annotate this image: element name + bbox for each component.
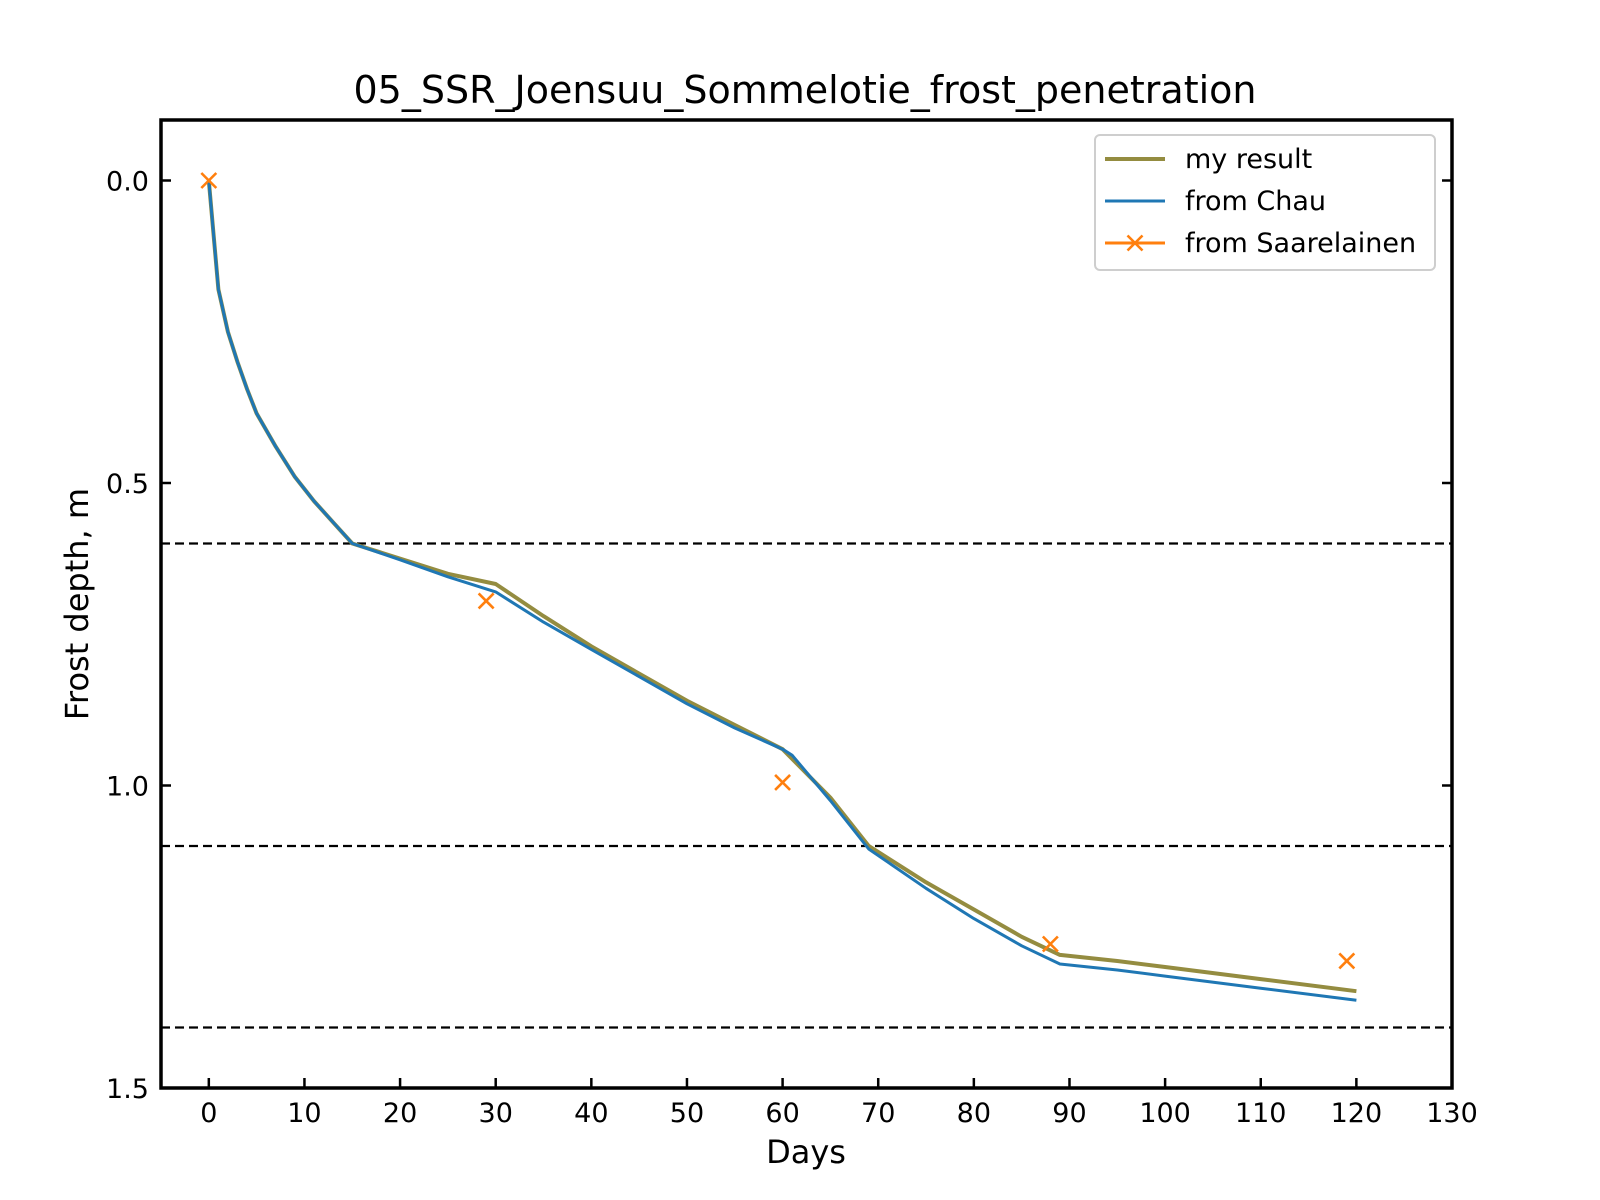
data-point-marker (200, 172, 218, 189)
legend-label-3: from Saarelainen (1185, 228, 1416, 259)
x-tick-label: 10 (287, 1098, 321, 1129)
x-tick-label: 20 (383, 1098, 417, 1129)
y-axis-label: Frost depth, m (58, 488, 96, 720)
marker-stroke (1041, 935, 1059, 953)
x-axis-label: Days (766, 1133, 846, 1171)
marker-stroke (774, 774, 792, 791)
legend-marker (1126, 234, 1144, 252)
marker-stroke (200, 172, 218, 189)
plot-area (161, 172, 1452, 1029)
x-tick-label: 60 (765, 1098, 799, 1129)
x-tick-label: 110 (1235, 1098, 1287, 1129)
series-line-2 (207, 180, 1357, 1002)
data-point-marker (1338, 952, 1356, 970)
y-tick-label: 0.5 (106, 469, 149, 500)
x-tick-label: 130 (1426, 1098, 1478, 1129)
legend-box (1094, 134, 1436, 271)
data-point-marker (1041, 935, 1059, 953)
y-tick-label: 1.5 (106, 1074, 149, 1105)
x-tick-label: 0 (200, 1098, 217, 1129)
x-tick-label: 30 (479, 1098, 513, 1129)
x-tick-label: 70 (861, 1098, 895, 1129)
marker-stroke (1338, 952, 1356, 970)
plot-frame (159, 118, 1454, 1090)
chart-title: 05_SSR_Joensuu_Sommelotie_frost_penetrat… (354, 68, 1257, 112)
x-tick-label: 90 (1052, 1098, 1086, 1129)
y-tick-label: 1.0 (106, 772, 149, 803)
data-point-marker (477, 592, 495, 610)
legend: my result from Chau from Saarelainen (1094, 134, 1436, 271)
data-point-marker (774, 774, 792, 791)
x-tick-label: 80 (957, 1098, 991, 1129)
y-tick-label: 0.0 (106, 167, 149, 198)
marker-stroke (477, 592, 495, 610)
legend-label-1: my result (1185, 144, 1312, 175)
x-tick-label: 40 (574, 1098, 608, 1129)
x-tick-label: 120 (1331, 1098, 1383, 1129)
x-tick-label: 100 (1139, 1098, 1191, 1129)
legend-label-2: from Chau (1185, 186, 1326, 217)
axis-ticks: 0 10 20 30 40 50 60 70 80 90 100 110 120 130 0.0 0.5 1.0… (106, 167, 1478, 1130)
x-tick-label: 50 (670, 1098, 704, 1129)
